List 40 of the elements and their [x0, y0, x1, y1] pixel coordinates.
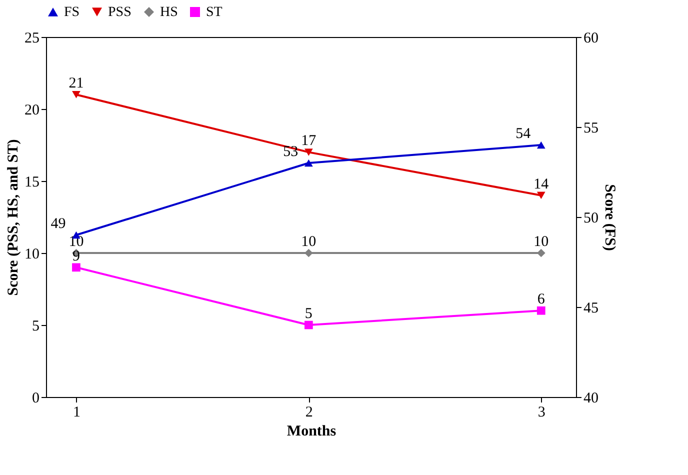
- point: [536, 192, 546, 200]
- point: [304, 320, 313, 330]
- data-label: 9: [72, 248, 80, 264]
- x-tick-label: 3: [538, 404, 546, 420]
- x-tick-label: 1: [72, 404, 80, 420]
- y2-tick-label: 40: [584, 390, 598, 406]
- y2-tick-label: 55: [584, 120, 598, 136]
- y2-axis-title: Score (FS): [602, 184, 618, 251]
- data-label: 17: [301, 133, 317, 150]
- data-label: 49: [50, 216, 66, 232]
- point: [536, 306, 546, 315]
- y-tick-label: 0: [32, 390, 40, 406]
- x-tick-label: 2: [305, 404, 313, 420]
- legend-label: HS: [160, 5, 178, 20]
- data-label: 21: [68, 76, 84, 92]
- point: [536, 141, 546, 149]
- data-label: 6: [537, 292, 546, 308]
- data-label: 10: [301, 234, 316, 250]
- data-label: 14: [534, 176, 550, 192]
- y2-tick-label: 60: [584, 30, 598, 46]
- y-tick-label: 20: [24, 102, 40, 118]
- y-tick-label: 5: [32, 318, 40, 334]
- point: [304, 159, 313, 167]
- legend-label: FS: [64, 5, 80, 20]
- legend-label: ST: [206, 5, 223, 20]
- y2-tick-label: 50: [584, 210, 598, 226]
- legend-label: PSS: [108, 5, 132, 20]
- data-label: 53: [283, 144, 298, 160]
- data-label: 10: [534, 234, 549, 250]
- y-tick-label: 15: [24, 174, 40, 190]
- x-axis-title: Months: [286, 424, 336, 440]
- y-tick-label: 10: [24, 246, 40, 262]
- point: [304, 148, 313, 156]
- point: [72, 90, 80, 98]
- y-tick-label: 25: [24, 30, 40, 46]
- data-label: 54: [516, 126, 532, 142]
- data-label: 5: [304, 306, 312, 322]
- y2-tick-label: 45: [584, 300, 598, 316]
- point: [72, 263, 80, 272]
- y-axis-title: Score (PSS, HS, and ST): [6, 139, 22, 296]
